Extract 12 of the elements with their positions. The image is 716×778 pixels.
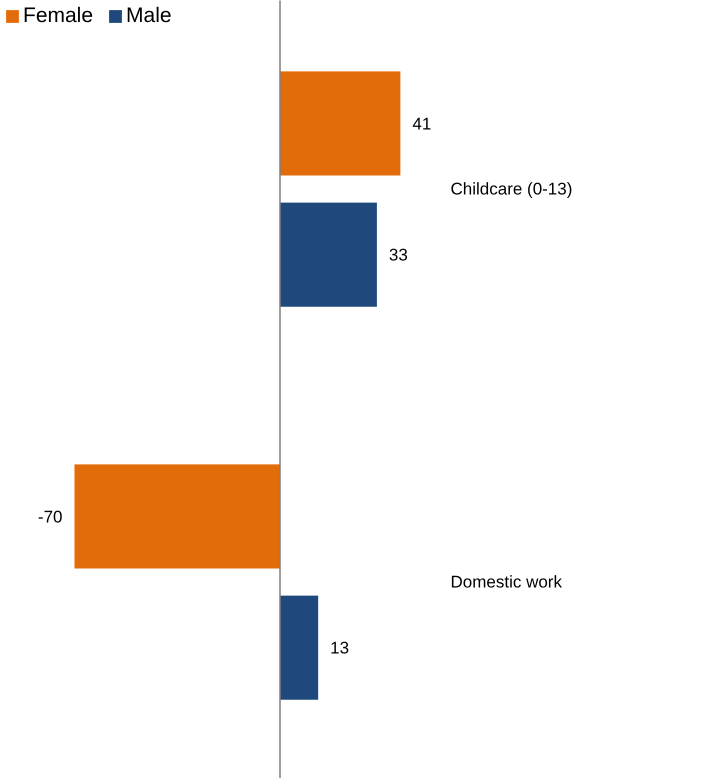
data-label: -70 [38, 507, 62, 526]
bar [280, 202, 377, 307]
y-tick-label: Childcare (0-13) [450, 180, 572, 199]
legend-label: Female [23, 4, 94, 28]
y-tick-label: Domestic work [450, 572, 562, 592]
bar [280, 71, 400, 176]
data-label: 13 [330, 638, 350, 658]
bar [280, 596, 318, 700]
data-label: 33 [388, 246, 408, 265]
bar [74, 464, 280, 568]
data-label: 41 [412, 114, 432, 134]
legend-label: Male [126, 4, 172, 28]
